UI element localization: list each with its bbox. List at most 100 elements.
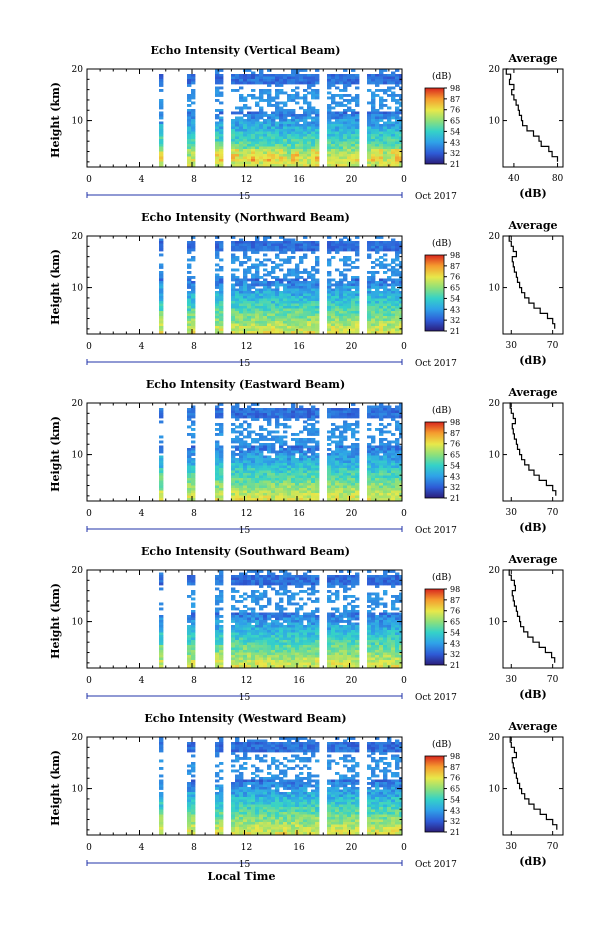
x-tick-label: 16 xyxy=(293,175,305,185)
profile-y-tick-label: 10 xyxy=(489,284,501,294)
x-tick-label: 16 xyxy=(293,676,305,686)
profile-y-tick-label: 20 xyxy=(489,65,501,75)
y-tick-label: 10 xyxy=(72,284,84,294)
date-label: 15 xyxy=(239,526,251,536)
x-tick-label: 4 xyxy=(139,676,145,686)
colorbar-tick-label: 98 xyxy=(450,585,460,594)
x-tick-label: 12 xyxy=(241,509,252,519)
profile-frame xyxy=(502,736,564,836)
colorbar-tick-label: 54 xyxy=(450,795,460,804)
x-tick-label: 0 xyxy=(86,843,92,853)
profile-x-label: (dB) xyxy=(519,855,546,868)
y-tick-label: 10 xyxy=(72,785,84,795)
colorbar-tick-label: 98 xyxy=(450,251,460,260)
date-suffix: Oct 2017 xyxy=(415,860,457,870)
x-tick-label: 0 xyxy=(401,676,407,686)
date-suffix: Oct 2017 xyxy=(415,359,457,369)
x-tick-label: 8 xyxy=(191,342,197,352)
echo-field xyxy=(159,737,402,835)
colorbar xyxy=(424,254,445,332)
x-tick-label: 16 xyxy=(293,843,305,853)
x-tick-label: 20 xyxy=(346,509,358,519)
colorbar-tick-label: 76 xyxy=(450,607,460,616)
colorbar-title: (dB) xyxy=(432,405,451,416)
x-tick-label: 8 xyxy=(191,509,197,519)
profile-title: Average xyxy=(507,386,557,399)
colorbar xyxy=(424,755,445,833)
y-axis-label: Height (km) xyxy=(49,583,62,659)
colorbar-tick-label: 43 xyxy=(450,806,460,815)
colorbar-tick-label: 21 xyxy=(450,828,460,837)
profile-y-tick-label: 20 xyxy=(489,566,501,576)
profile-x-tick-label: 30 xyxy=(506,675,518,685)
profile-title: Average xyxy=(507,553,557,566)
colorbar-tick-label: 32 xyxy=(450,149,460,158)
profile-y-tick-label: 20 xyxy=(489,399,501,409)
y-axis-label: Height (km) xyxy=(49,750,62,826)
panel-title: Echo Intensity (Vertical Beam) xyxy=(150,44,340,57)
profile-frame xyxy=(502,68,564,168)
y-axis-label: Height (km) xyxy=(49,82,62,158)
x-tick-label: 8 xyxy=(191,676,197,686)
profile-line xyxy=(508,569,556,663)
profile-x-tick-label: 30 xyxy=(506,341,518,351)
x-tick-label: 8 xyxy=(191,175,197,185)
echo-field xyxy=(159,69,402,167)
y-tick-label: 10 xyxy=(72,117,84,127)
colorbar-tick-label: 65 xyxy=(450,451,460,460)
x-tick-label: 4 xyxy=(139,342,145,352)
x-tick-label: 20 xyxy=(346,676,358,686)
x-tick-label: 0 xyxy=(86,175,92,185)
colorbar-tick-label: 21 xyxy=(450,327,460,336)
x-tick-label: 4 xyxy=(139,175,145,185)
date-label: 15 xyxy=(239,359,251,369)
colorbar-tick-label: 43 xyxy=(450,305,460,314)
colorbar-tick-label: 54 xyxy=(450,461,460,470)
colorbar-title: (dB) xyxy=(432,739,451,750)
x-tick-label: 0 xyxy=(86,342,92,352)
y-tick-label: 20 xyxy=(72,733,84,743)
colorbar-title: (dB) xyxy=(432,572,451,583)
x-tick-label: 0 xyxy=(401,342,407,352)
panel-2: Echo Intensity (Eastward Beam) Height (km… xyxy=(49,378,564,536)
profile-line xyxy=(508,235,556,329)
x-tick-label: 8 xyxy=(191,843,197,853)
profile-title: Average xyxy=(507,52,557,65)
profile-x-tick-label: 30 xyxy=(506,842,518,852)
profile-y-tick-label: 10 xyxy=(489,785,501,795)
y-tick-label: 20 xyxy=(72,566,84,576)
colorbar-tick-label: 87 xyxy=(450,596,460,605)
panel-1: Echo Intensity (Northward Beam) Height (k… xyxy=(49,211,564,369)
x-tick-label: 0 xyxy=(401,509,407,519)
colorbar-tick-label: 32 xyxy=(450,483,460,492)
profile-x-tick-label: 70 xyxy=(547,341,559,351)
profile-x-tick-label: 70 xyxy=(547,675,559,685)
y-tick-label: 10 xyxy=(72,451,84,461)
y-tick-label: 10 xyxy=(72,618,84,628)
x-tick-label: 20 xyxy=(346,175,358,185)
panel-0: Echo Intensity (Vertical Beam) Height (km… xyxy=(49,44,564,202)
profile-x-label: (dB) xyxy=(519,521,546,534)
profile-y-tick-label: 10 xyxy=(489,451,501,461)
colorbar-tick-label: 43 xyxy=(450,472,460,481)
colorbar-tick-label: 43 xyxy=(450,639,460,648)
profile-x-tick-label: 80 xyxy=(552,174,564,184)
date-suffix: Oct 2017 xyxy=(415,192,457,202)
x-tick-label: 0 xyxy=(401,175,407,185)
colorbar-tick-label: 87 xyxy=(450,429,460,438)
x-tick-label: 20 xyxy=(346,342,358,352)
date-suffix: Oct 2017 xyxy=(415,693,457,703)
profile-y-tick-label: 10 xyxy=(489,618,501,628)
colorbar-tick-label: 76 xyxy=(450,106,460,115)
x-tick-label: 12 xyxy=(241,175,252,185)
profile-y-tick-label: 20 xyxy=(489,733,501,743)
colorbar-tick-label: 21 xyxy=(450,160,460,169)
panel-title: Echo Intensity (Eastward Beam) xyxy=(146,378,345,391)
x-tick-label: 12 xyxy=(241,843,252,853)
profile-line xyxy=(509,402,557,496)
colorbar-tick-label: 65 xyxy=(450,618,460,627)
echo-field xyxy=(159,403,402,501)
x-tick-label: 16 xyxy=(293,342,305,352)
panel-title: Echo Intensity (Southward Beam) xyxy=(141,545,350,558)
y-tick-label: 20 xyxy=(72,232,84,242)
